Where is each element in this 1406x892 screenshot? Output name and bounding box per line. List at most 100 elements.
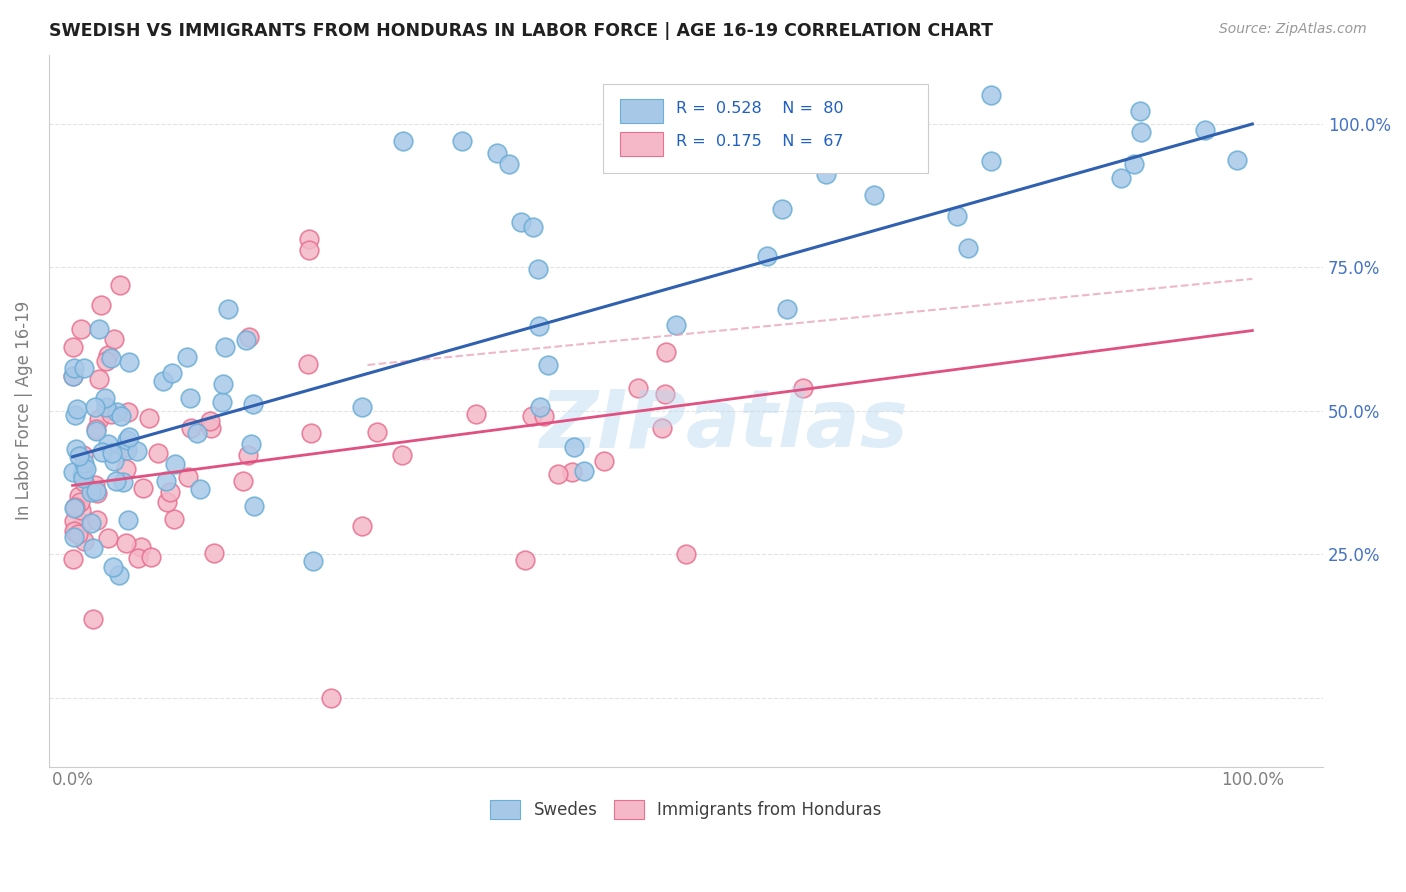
Point	[115, 462, 138, 476]
FancyBboxPatch shape	[620, 98, 664, 123]
Point	[62, 369, 84, 384]
FancyBboxPatch shape	[620, 132, 664, 156]
Point	[90, 298, 112, 312]
Point	[112, 475, 135, 489]
Point	[97, 437, 120, 451]
Point	[62, 369, 84, 384]
Point	[132, 482, 155, 496]
Point	[1129, 103, 1152, 118]
Point	[127, 551, 149, 566]
Point	[957, 241, 980, 255]
Point	[498, 157, 520, 171]
Point	[117, 405, 139, 419]
Point	[108, 567, 131, 582]
Y-axis label: In Labor Force | Age 16-19: In Labor Force | Age 16-19	[15, 301, 32, 520]
Point	[392, 134, 415, 148]
Point	[86, 483, 108, 498]
Point	[101, 446, 124, 460]
Point	[665, 318, 688, 332]
Point	[1194, 122, 1216, 136]
Point	[63, 500, 86, 515]
Point	[980, 153, 1002, 168]
Point	[138, 411, 160, 425]
Point	[1123, 157, 1146, 171]
Point	[108, 277, 131, 292]
Point	[62, 465, 84, 479]
Point	[163, 457, 186, 471]
Point	[100, 351, 122, 366]
Point	[163, 512, 186, 526]
Point	[73, 475, 96, 490]
Point	[94, 400, 117, 414]
Point	[200, 421, 222, 435]
Point	[214, 340, 236, 354]
FancyBboxPatch shape	[603, 84, 928, 172]
Point	[451, 134, 474, 148]
Point	[186, 426, 208, 441]
Point	[232, 474, 254, 488]
Point	[792, 381, 814, 395]
Point	[814, 168, 837, 182]
Point	[72, 448, 94, 462]
Point	[391, 448, 413, 462]
Point	[297, 357, 319, 371]
Point	[238, 449, 260, 463]
Point	[100, 407, 122, 421]
Point	[125, 444, 148, 458]
Legend: Swedes, Immigrants from Honduras: Swedes, Immigrants from Honduras	[484, 793, 889, 826]
Point	[155, 495, 177, 509]
Point	[82, 612, 104, 626]
Point	[176, 350, 198, 364]
Point	[63, 525, 86, 540]
Point	[655, 345, 678, 359]
Point	[110, 409, 132, 423]
Point	[67, 526, 90, 541]
Point	[574, 464, 596, 478]
Point	[980, 88, 1002, 103]
Point	[103, 559, 125, 574]
Point	[946, 209, 969, 223]
Point	[561, 466, 583, 480]
Point	[198, 414, 221, 428]
Point	[62, 340, 84, 354]
Point	[486, 145, 509, 160]
Text: R =  0.528    N =  80: R = 0.528 N = 80	[676, 101, 844, 116]
Point	[533, 409, 555, 423]
Point	[242, 397, 264, 411]
Point	[117, 512, 139, 526]
Point	[66, 401, 89, 416]
Point	[82, 541, 104, 555]
Point	[217, 301, 239, 316]
Point	[115, 536, 138, 550]
Point	[509, 214, 531, 228]
Point	[87, 371, 110, 385]
Point	[62, 551, 84, 566]
Point	[63, 360, 86, 375]
Point	[115, 433, 138, 447]
Point	[1109, 170, 1132, 185]
Point	[179, 391, 201, 405]
Point	[84, 424, 107, 438]
Point	[627, 381, 650, 395]
Point	[366, 425, 388, 439]
Point	[755, 249, 778, 263]
Point	[94, 391, 117, 405]
Point	[79, 516, 101, 531]
Point	[238, 329, 260, 343]
Point	[75, 461, 97, 475]
Point	[350, 401, 373, 415]
Point	[72, 467, 94, 482]
Point	[117, 430, 139, 444]
Point	[131, 540, 153, 554]
Point	[62, 530, 84, 544]
Text: SWEDISH VS IMMIGRANTS FROM HONDURAS IN LABOR FORCE | AGE 16-19 CORRELATION CHART: SWEDISH VS IMMIGRANTS FROM HONDURAS IN L…	[49, 22, 993, 40]
Point	[160, 366, 183, 380]
Point	[529, 400, 551, 414]
Point	[72, 468, 94, 483]
Point	[350, 519, 373, 533]
Point	[180, 420, 202, 434]
Point	[522, 220, 544, 235]
Point	[73, 360, 96, 375]
Point	[527, 261, 550, 276]
Point	[70, 503, 93, 517]
